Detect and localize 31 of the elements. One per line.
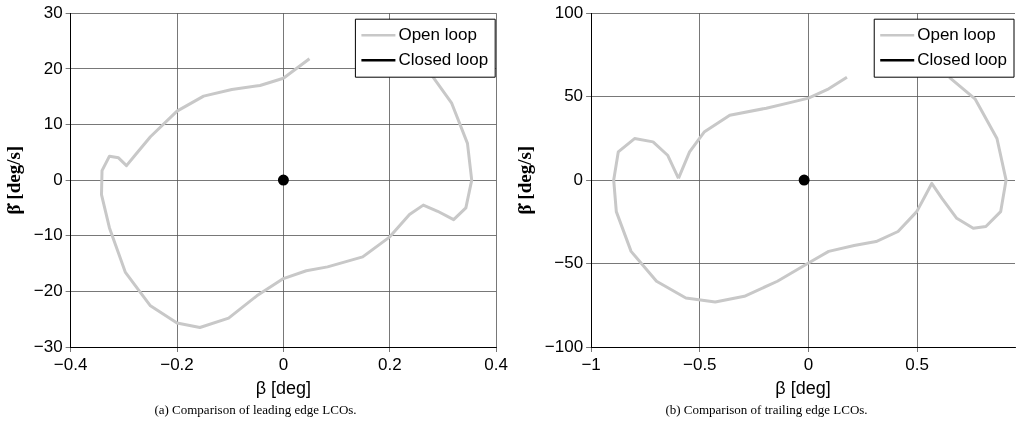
y-axis-title: β̇ [deg/s]	[3, 145, 25, 215]
x-tick-label: −1	[581, 354, 601, 374]
x-tick-label: 0	[803, 354, 814, 374]
x-tick-label: −0.2	[160, 354, 194, 374]
legend-label: Open loop	[917, 24, 996, 44]
legend-label: Open loop	[398, 24, 477, 44]
x-axis-title: β [deg]	[255, 378, 312, 399]
x-tick-label: 0	[278, 354, 289, 374]
y-tick-label: −100	[544, 336, 584, 356]
y-tick-label: 50	[564, 86, 584, 106]
y-tick-label: 100	[554, 2, 584, 22]
x-tick-label: 0.4	[484, 354, 508, 374]
y-tick-label: −10	[33, 225, 63, 245]
y-tick-label: −30	[33, 336, 63, 356]
legend-label: Closed loop	[398, 49, 489, 69]
y-tick-label: 0	[53, 169, 63, 189]
x-tick-label: −0.5	[683, 354, 717, 374]
x-tick-label: −0.4	[53, 354, 88, 374]
y-tick-label: 10	[43, 114, 63, 134]
text: (a) Comparison of leading edge LCOs.	[153, 402, 358, 418]
text: (b) Comparison of trailing edge LCOs.	[664, 402, 869, 418]
x-tick-label: 0.2	[377, 354, 402, 374]
x-tick-label: 0.5	[905, 354, 929, 374]
y-tick-label: 30	[43, 2, 63, 22]
legend-label: Closed loop	[917, 49, 1007, 69]
x-axis-title: β [deg]	[775, 378, 831, 399]
y-axis-title: β̇ [deg/s]	[514, 145, 536, 215]
y-tick-label: 0	[573, 169, 584, 189]
y-tick-label: −50	[554, 253, 584, 273]
y-tick-label: 20	[43, 58, 63, 78]
y-tick-label: −20	[33, 281, 63, 301]
